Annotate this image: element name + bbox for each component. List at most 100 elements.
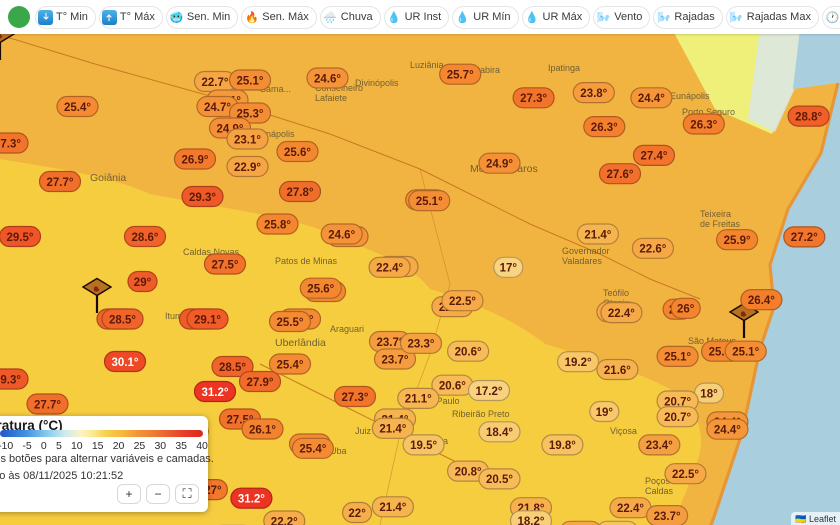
svg-text:22.5°: 22.5° bbox=[672, 469, 699, 481]
svg-text:19°: 19° bbox=[596, 407, 614, 419]
svg-text:27.2°: 27.2° bbox=[791, 232, 818, 244]
svg-text:20.6°: 20.6° bbox=[455, 347, 482, 359]
svg-text:29.3°: 29.3° bbox=[0, 374, 21, 386]
svg-text:26.9°: 26.9° bbox=[182, 154, 209, 166]
svg-text:25.4°: 25.4° bbox=[64, 102, 91, 114]
svg-text:21.4°: 21.4° bbox=[379, 502, 406, 514]
svg-text:Caldas: Caldas bbox=[645, 486, 674, 496]
svg-text:Ipatinga: Ipatinga bbox=[548, 63, 580, 73]
svg-text:Viçosa: Viçosa bbox=[610, 426, 637, 436]
svg-text:28.5°: 28.5° bbox=[109, 314, 136, 326]
svg-text:31.2°: 31.2° bbox=[238, 494, 265, 506]
svg-text:24.6°: 24.6° bbox=[328, 229, 355, 241]
svg-text:25.6°: 25.6° bbox=[307, 284, 334, 296]
svg-text:18.4°: 18.4° bbox=[486, 427, 513, 439]
svg-text:27.4°: 27.4° bbox=[641, 151, 668, 163]
svg-text:20.5°: 20.5° bbox=[486, 474, 513, 486]
svg-text:22.4°: 22.4° bbox=[376, 263, 403, 275]
svg-text:27.6°: 27.6° bbox=[607, 169, 634, 181]
svg-text:28.6°: 28.6° bbox=[132, 232, 159, 244]
svg-text:28.5°: 28.5° bbox=[219, 362, 246, 374]
svg-text:21.4°: 21.4° bbox=[584, 229, 611, 241]
svg-text:26.4°: 26.4° bbox=[748, 295, 775, 307]
svg-text:27.7°: 27.7° bbox=[47, 177, 74, 189]
svg-text:Araguari: Araguari bbox=[330, 324, 364, 334]
svg-text:27.3°: 27.3° bbox=[342, 392, 369, 404]
svg-text:17.2°: 17.2° bbox=[476, 386, 503, 398]
svg-text:20.6°: 20.6° bbox=[439, 381, 466, 393]
svg-text:27.3°: 27.3° bbox=[0, 138, 21, 150]
svg-text:31.2°: 31.2° bbox=[202, 387, 229, 399]
svg-text:19.2°: 19.2° bbox=[565, 357, 592, 369]
svg-text:25.1°: 25.1° bbox=[416, 196, 443, 208]
svg-text:de Freitas: de Freitas bbox=[700, 219, 741, 229]
svg-text:22.2°: 22.2° bbox=[271, 516, 298, 525]
svg-text:30.1°: 30.1° bbox=[112, 357, 139, 369]
svg-text:29°: 29° bbox=[134, 277, 152, 289]
svg-text:23.8°: 23.8° bbox=[580, 88, 607, 100]
svg-text:Luziânia: Luziânia bbox=[410, 60, 444, 70]
svg-text:27.3°: 27.3° bbox=[520, 93, 547, 105]
svg-text:23.7°: 23.7° bbox=[654, 511, 681, 523]
svg-text:Ribeirão Preto: Ribeirão Preto bbox=[452, 409, 510, 419]
svg-text:26.1°: 26.1° bbox=[249, 424, 276, 436]
svg-text:25.4°: 25.4° bbox=[299, 444, 326, 456]
svg-text:19.8°: 19.8° bbox=[549, 440, 576, 452]
svg-text:23.4°: 23.4° bbox=[646, 440, 673, 452]
svg-text:25.6°: 25.6° bbox=[284, 147, 311, 159]
svg-text:25.7°: 25.7° bbox=[447, 70, 474, 82]
svg-text:Patos de Minas: Patos de Minas bbox=[275, 256, 338, 266]
svg-text:27.5°: 27.5° bbox=[212, 259, 239, 271]
svg-text:Governador: Governador bbox=[562, 246, 610, 256]
svg-text:Teixeira: Teixeira bbox=[700, 209, 731, 219]
svg-text:20.7°: 20.7° bbox=[664, 412, 691, 424]
svg-text:Uberlândia: Uberlândia bbox=[275, 337, 326, 349]
svg-text:Goiânia: Goiânia bbox=[90, 172, 126, 184]
svg-text:25.1°: 25.1° bbox=[664, 352, 691, 364]
svg-text:27.8°: 27.8° bbox=[287, 187, 314, 199]
svg-text:28.8°: 28.8° bbox=[795, 111, 822, 123]
svg-text:24.9°: 24.9° bbox=[486, 159, 513, 171]
svg-text:24.6°: 24.6° bbox=[314, 73, 341, 85]
svg-text:22°: 22° bbox=[348, 508, 366, 520]
svg-text:29.5°: 29.5° bbox=[7, 232, 34, 244]
svg-text:24.4°: 24.4° bbox=[638, 93, 665, 105]
svg-text:23.7°: 23.7° bbox=[377, 337, 404, 349]
svg-text:Teófilo: Teófilo bbox=[603, 288, 629, 298]
svg-text:21.1°: 21.1° bbox=[405, 394, 432, 406]
svg-text:23.7°: 23.7° bbox=[382, 354, 409, 366]
svg-text:Eunápolis: Eunápolis bbox=[670, 91, 710, 101]
svg-text:25.4°: 25.4° bbox=[277, 359, 304, 371]
svg-text:25.1°: 25.1° bbox=[237, 75, 264, 87]
svg-text:26.3°: 26.3° bbox=[591, 122, 618, 134]
svg-text:22.7°: 22.7° bbox=[202, 77, 229, 89]
svg-text:25.5°: 25.5° bbox=[277, 317, 304, 329]
svg-text:22.9°: 22.9° bbox=[234, 162, 261, 174]
svg-text:25.1°: 25.1° bbox=[732, 347, 759, 359]
svg-text:23.1°: 23.1° bbox=[234, 134, 261, 146]
svg-text:23.3°: 23.3° bbox=[408, 339, 435, 351]
svg-text:20.8°: 20.8° bbox=[455, 466, 482, 478]
svg-text:22.4°: 22.4° bbox=[608, 308, 635, 320]
svg-text:29.3°: 29.3° bbox=[189, 192, 216, 204]
svg-text:27.7°: 27.7° bbox=[34, 399, 61, 411]
svg-text:Lafaiete: Lafaiete bbox=[315, 93, 347, 103]
svg-text:26°: 26° bbox=[677, 304, 695, 316]
svg-text:17°: 17° bbox=[500, 263, 518, 275]
svg-text:25.8°: 25.8° bbox=[264, 219, 291, 231]
svg-text:24.7°: 24.7° bbox=[204, 102, 231, 114]
svg-text:21.6°: 21.6° bbox=[604, 365, 631, 377]
svg-text:Valadares: Valadares bbox=[562, 256, 602, 266]
svg-text:21.4°: 21.4° bbox=[379, 424, 406, 436]
svg-text:27.9°: 27.9° bbox=[247, 377, 274, 389]
svg-text:22.5°: 22.5° bbox=[449, 296, 476, 308]
svg-text:18°: 18° bbox=[700, 388, 718, 400]
svg-text:18.2°: 18.2° bbox=[518, 516, 545, 525]
svg-text:24.4°: 24.4° bbox=[714, 425, 741, 437]
svg-text:29.1°: 29.1° bbox=[194, 314, 221, 326]
svg-text:26.3°: 26.3° bbox=[690, 119, 717, 131]
svg-text:22.6°: 22.6° bbox=[639, 244, 666, 256]
svg-text:22.4°: 22.4° bbox=[617, 503, 644, 515]
svg-text:19.5°: 19.5° bbox=[410, 440, 437, 452]
svg-text:25.9°: 25.9° bbox=[724, 235, 751, 247]
